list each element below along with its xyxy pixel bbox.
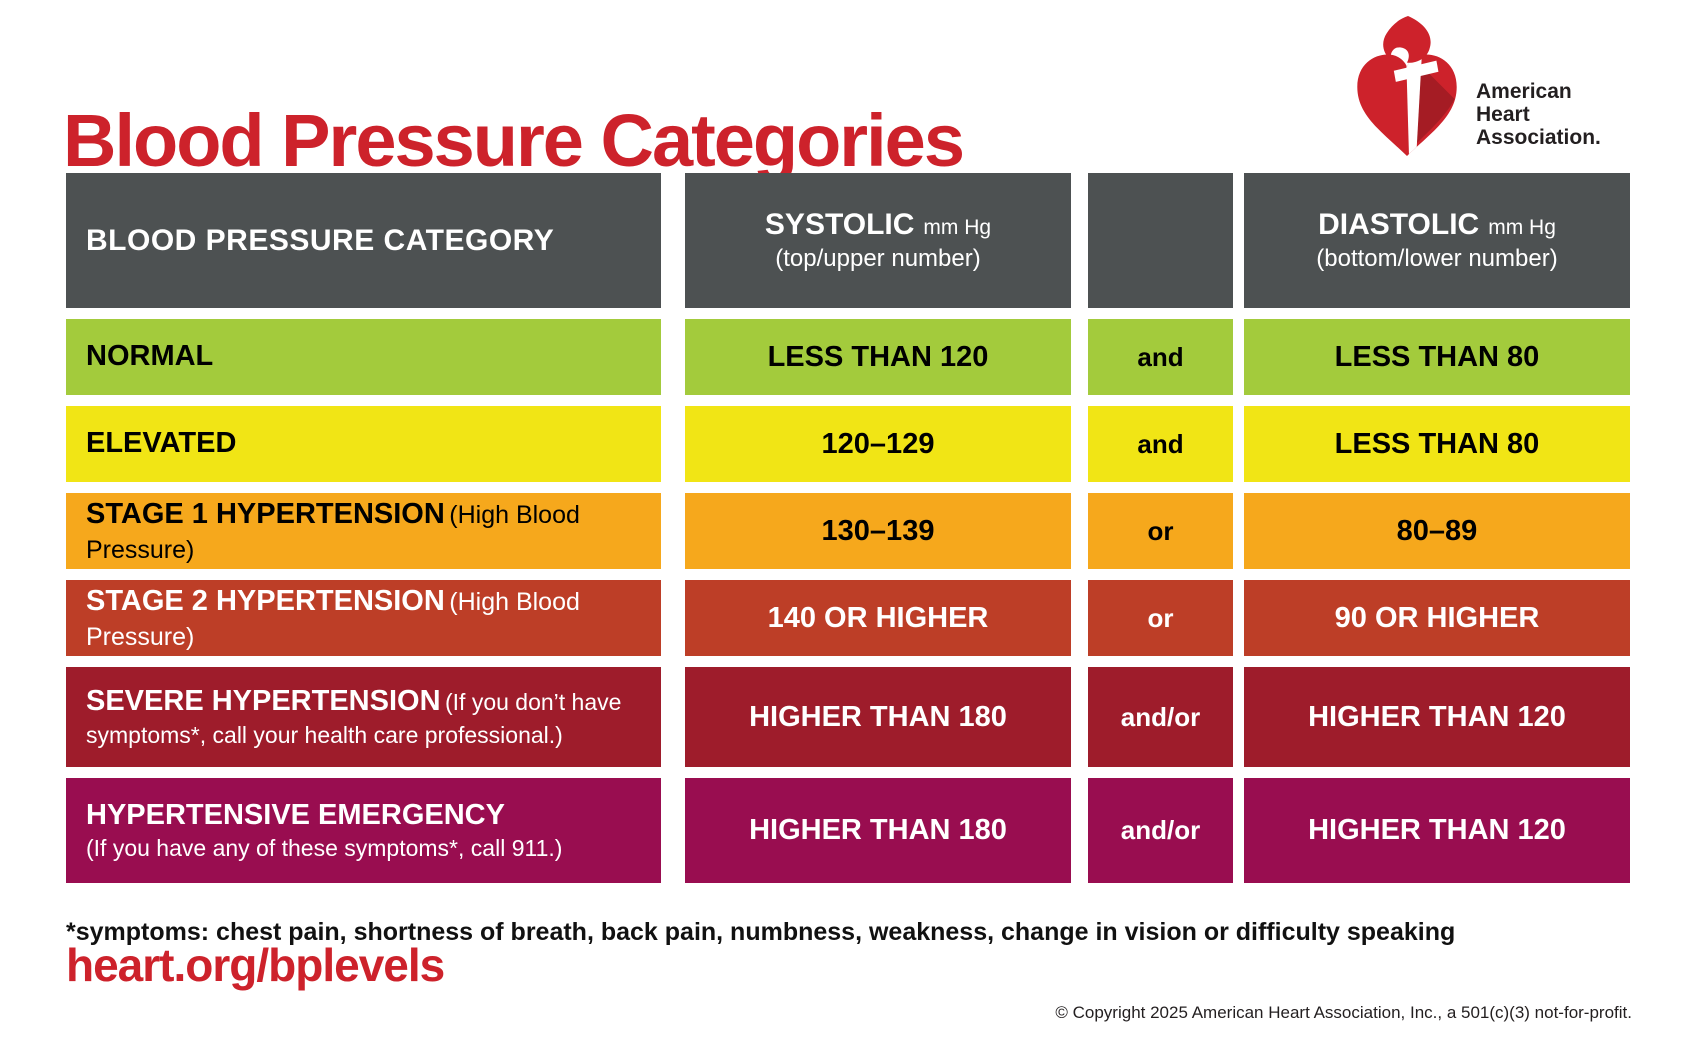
- row-stage1-connector-cell: or: [1088, 493, 1233, 569]
- header-diastolic-title: DIASTOLIC: [1318, 208, 1480, 241]
- header-systolic-subtitle: (top/upper number): [775, 245, 981, 272]
- row-elevated-connector-cell: and: [1088, 406, 1233, 482]
- header-systolic-title: SYSTOLIC: [764, 208, 915, 241]
- row-severe-connector-cell: and/or: [1088, 667, 1233, 767]
- header-systolic-unit: mm Hg: [923, 216, 992, 239]
- row-elevated-category-cell: ELEVATED: [66, 406, 661, 482]
- header-connector-cell: [1088, 173, 1233, 308]
- aha-logo: American Heart Association.: [1350, 16, 1630, 161]
- row-emergency-category-cell: HYPERTENSIVE EMERGENCY (If you have any …: [66, 778, 661, 883]
- row-elevated-diastolic-cell: LESS THAN 80: [1244, 406, 1630, 482]
- row-normal-connector-cell: and: [1088, 319, 1233, 395]
- row-stage2-diastolic-cell: 90 OR HIGHER: [1244, 580, 1630, 656]
- header-systolic-cell: SYSTOLIC mm Hg (top/upper number): [685, 173, 1071, 308]
- bp-category-table: BLOOD PRESSURE CATEGORY SYSTOLIC mm Hg (t…: [66, 173, 1630, 883]
- row-severe-category-cell: SEVERE HYPERTENSION (If you don’t have s…: [66, 667, 661, 767]
- page-title: Blood Pressure Categories: [63, 98, 965, 182]
- row-severe-systolic-cell: HIGHER THAN 180: [685, 667, 1071, 767]
- header-category-cell: BLOOD PRESSURE CATEGORY: [66, 173, 661, 308]
- row-severe-diastolic-cell: HIGHER THAN 120: [1244, 667, 1630, 767]
- row-normal-category-cell: NORMAL: [66, 319, 661, 395]
- row-normal-systolic-cell: LESS THAN 120: [685, 319, 1071, 395]
- row-stage2-category-cell: STAGE 2 HYPERTENSION (High Blood Pressur…: [66, 580, 661, 656]
- row-emergency-diastolic-cell: HIGHER THAN 120: [1244, 778, 1630, 883]
- header-diastolic-subtitle: (bottom/lower number): [1316, 245, 1558, 272]
- row-stage1-diastolic-cell: 80–89: [1244, 493, 1630, 569]
- aha-logo-line2: Heart: [1476, 103, 1530, 126]
- row-stage1-systolic-cell: 130–139: [685, 493, 1071, 569]
- symptoms-footnote: *symptoms: chest pain, shortness of brea…: [66, 918, 1456, 946]
- header-category-label: BLOOD PRESSURE CATEGORY: [86, 224, 555, 257]
- aha-heart-torch-icon: [1357, 16, 1457, 156]
- aha-logo-line3: Association.: [1476, 126, 1601, 149]
- row-stage2-connector-cell: or: [1088, 580, 1233, 656]
- row-emergency-systolic-cell: HIGHER THAN 180: [685, 778, 1071, 883]
- header-diastolic-cell: DIASTOLIC mm Hg (bottom/lower number): [1244, 173, 1630, 308]
- copyright-line1: © Copyright 2025 American Heart Associat…: [1055, 1002, 1632, 1022]
- row-elevated-systolic-cell: 120–129: [685, 406, 1071, 482]
- row-emergency-connector-cell: and/or: [1088, 778, 1233, 883]
- heart-org-bplevels-link[interactable]: heart.org/bplevels: [66, 939, 445, 991]
- header-diastolic-unit: mm Hg: [1488, 216, 1556, 239]
- row-normal-diastolic-cell: LESS THAN 80: [1244, 319, 1630, 395]
- row-stage2-systolic-cell: 140 OR HIGHER: [685, 580, 1071, 656]
- row-stage1-category-cell: STAGE 1 HYPERTENSION (High Blood Pressur…: [66, 493, 661, 569]
- aha-logo-wordmark: American Heart Association.: [1476, 80, 1601, 149]
- copyright-notice: © Copyright 2025 American Heart Associat…: [1055, 947, 1632, 1063]
- aha-logo-line1: American: [1476, 80, 1572, 103]
